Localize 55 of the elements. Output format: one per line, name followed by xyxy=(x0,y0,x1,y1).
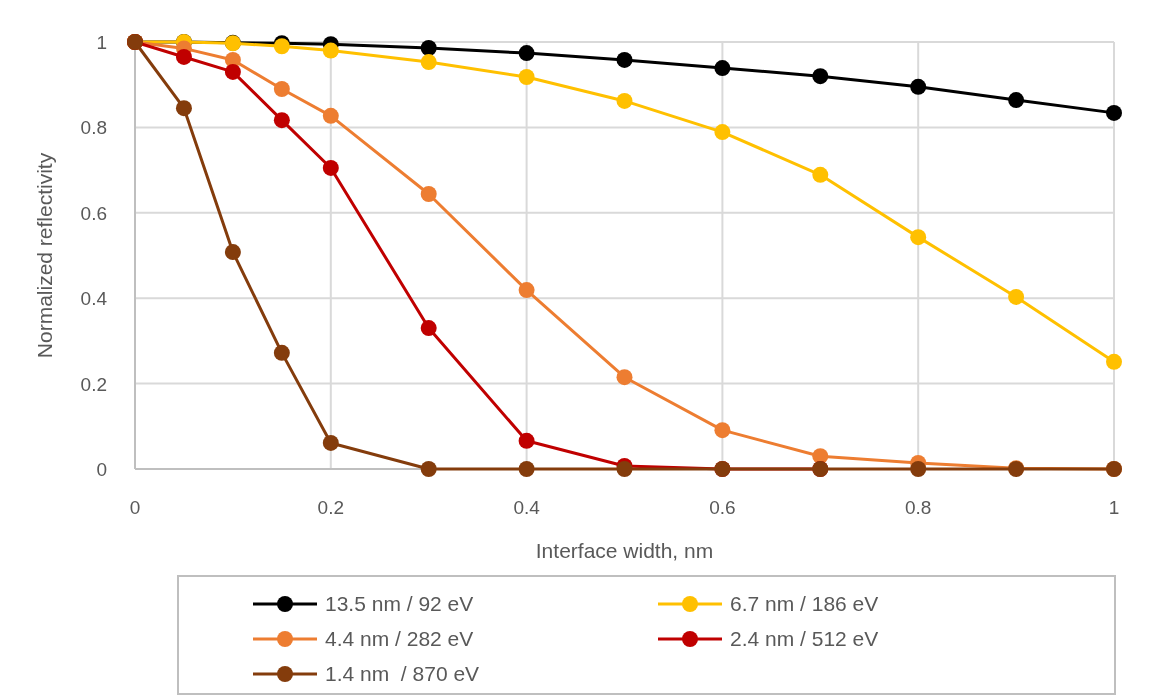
point xyxy=(518,45,535,62)
point xyxy=(322,434,339,451)
point xyxy=(175,48,192,65)
point xyxy=(910,229,927,246)
legend-label: 6.7 nm / 186 eV xyxy=(730,592,879,615)
legend-label: 13.5 nm / 92 eV xyxy=(325,592,474,615)
x-tick-label: 0.4 xyxy=(513,497,541,518)
x-tick-label: 1 xyxy=(1108,497,1120,518)
point xyxy=(812,166,829,183)
point xyxy=(420,320,437,337)
y-tick-label: 0.4 xyxy=(80,288,108,310)
x-axis-title: Interface width, nm xyxy=(535,539,714,562)
y-tick-label: 0 xyxy=(96,459,107,480)
point xyxy=(714,124,731,141)
point xyxy=(1106,353,1122,370)
point xyxy=(420,186,437,203)
y-tick-label: 0.8 xyxy=(80,117,107,139)
point xyxy=(616,92,633,109)
x-tick-label: 0.8 xyxy=(904,497,932,518)
point xyxy=(273,80,290,97)
point xyxy=(1106,104,1122,121)
legend-label: 2.4 nm / 512 eV xyxy=(730,627,879,650)
y-tick-label: 0.2 xyxy=(80,373,107,395)
y-axis-title: Normalized reflectivity xyxy=(33,152,56,359)
point xyxy=(322,159,339,176)
point xyxy=(273,112,290,129)
x-tick-label: 0.6 xyxy=(709,497,736,518)
point xyxy=(322,42,339,59)
point xyxy=(812,68,829,85)
point xyxy=(910,78,927,95)
point xyxy=(420,461,437,477)
point xyxy=(322,107,339,124)
point xyxy=(420,54,437,71)
x-tick-label: 0.2 xyxy=(317,497,345,518)
point xyxy=(714,422,731,439)
point xyxy=(616,369,633,386)
legend-label: 4.4 nm / 282 eV xyxy=(325,627,474,650)
point xyxy=(1008,288,1025,305)
point xyxy=(616,51,633,68)
legend-label: 1.4 nm / 870 eV xyxy=(325,662,480,685)
point xyxy=(175,100,192,117)
point xyxy=(224,63,241,80)
point xyxy=(910,461,927,477)
point xyxy=(518,432,535,449)
point xyxy=(518,461,535,477)
y-tick-label: 1 xyxy=(96,32,107,53)
point xyxy=(273,344,290,361)
point xyxy=(518,282,535,299)
point xyxy=(224,244,241,261)
point xyxy=(518,69,535,86)
y-tick-label: 0.6 xyxy=(80,202,107,224)
x-tick-label: 0 xyxy=(129,497,141,518)
point xyxy=(714,60,731,77)
point xyxy=(420,39,437,56)
point xyxy=(1008,92,1025,109)
